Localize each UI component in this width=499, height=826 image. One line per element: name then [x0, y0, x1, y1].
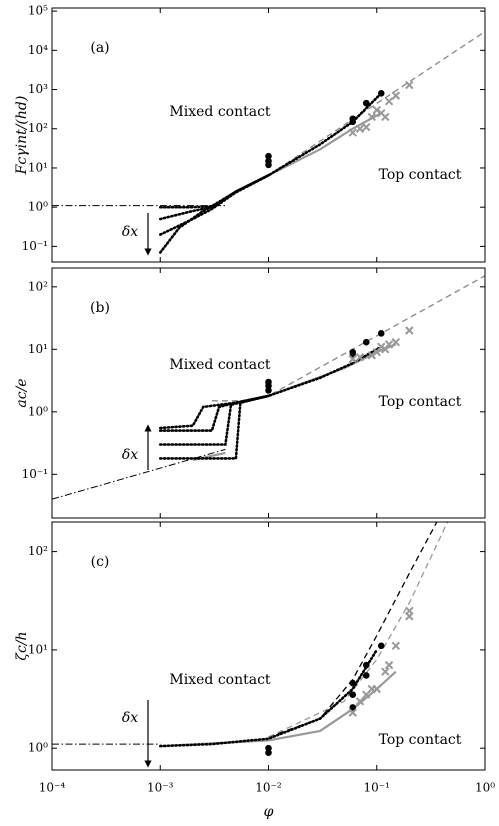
annotation: Top contact	[379, 732, 462, 748]
dot-marker	[362, 338, 370, 346]
y-tick-label: 10⁻¹	[22, 239, 48, 253]
line-dotted	[159, 174, 270, 221]
panel-label: (c)	[91, 554, 110, 570]
y-tick-label: 10²	[28, 544, 48, 558]
annotation: δx	[122, 710, 138, 726]
plot-area	[52, 275, 485, 500]
y-tick-label: 10⁻¹	[22, 467, 48, 481]
y-tick-label: 10⁵	[28, 4, 48, 18]
dot-marker	[349, 679, 357, 687]
dot-marker	[377, 330, 385, 337]
dot-marker	[265, 744, 272, 752]
axes-frame	[51, 521, 486, 771]
annotation: Mixed contact	[169, 104, 271, 120]
y-tick-label: 10⁰	[28, 404, 48, 418]
cross-marker	[362, 122, 371, 132]
cross-marker	[381, 667, 390, 676]
line-dashdot	[52, 448, 226, 500]
cross-marker	[391, 337, 401, 347]
annotation: Mixed contact	[169, 672, 271, 688]
panel: 10⁻¹ 10⁰ 10¹ 10² 10³ 10⁴ 10⁵ (a) Fcγint/(hd) Mixe…	[14, 4, 486, 263]
line-dashed	[268, 522, 438, 738]
panel: 10⁻⁴ 10⁻³ 10⁻² 10⁻¹ 10⁰ 10⁰ 10¹ 10² (c) ζc/h φ Mixe…	[14, 521, 495, 820]
y-tick-label: 10⁰	[28, 741, 48, 755]
line-dotted	[159, 394, 270, 460]
y-tick-label: 10²	[28, 121, 48, 135]
axes-frame	[51, 7, 486, 263]
dot-marker	[377, 90, 385, 97]
annotation: δx	[122, 224, 138, 240]
cross-marker	[384, 97, 394, 106]
line-dashed	[268, 522, 449, 738]
dot-marker	[265, 382, 272, 390]
line-dotted	[159, 648, 379, 748]
cross-marker	[348, 708, 357, 717]
cross-marker	[405, 80, 414, 90]
dot-marker	[349, 118, 357, 126]
y-axis-label: ac/e	[14, 378, 30, 407]
axes-frame	[51, 267, 486, 519]
annotation: Top contact	[379, 394, 462, 410]
cross-marker	[348, 128, 357, 137]
panel: 10⁻¹ 10⁰ 10¹ 10² (b) ac/e Mixed contact Top con…	[14, 267, 486, 519]
x-tick-label: 10⁰	[475, 781, 495, 795]
cross-marker	[391, 91, 401, 100]
dot-marker	[265, 152, 272, 160]
cross-marker	[391, 641, 401, 651]
x-tick-label: 10⁻⁴	[39, 781, 66, 795]
y-tick-label: 10¹	[28, 642, 48, 656]
y-tick-label: 10¹	[28, 342, 48, 356]
cross-marker	[381, 112, 390, 122]
cross-marker	[355, 352, 365, 362]
line-dashed	[268, 31, 485, 176]
panel-label: (a)	[90, 40, 109, 56]
dot-marker	[362, 99, 370, 107]
line-solid	[268, 112, 382, 177]
cross-marker	[405, 612, 414, 621]
panel-label: (b)	[90, 300, 110, 316]
cross-marker	[405, 326, 414, 335]
annotation: δx	[122, 447, 138, 463]
y-tick-label: 10⁴	[28, 43, 48, 57]
dot-marker	[362, 661, 370, 669]
cross-marker	[377, 342, 386, 351]
y-axis-label: ζc/h	[14, 631, 30, 660]
dot-marker	[377, 642, 385, 650]
line-dashed	[211, 275, 485, 402]
y-tick-label: 10¹	[28, 160, 48, 174]
cross-marker	[372, 684, 381, 694]
dot-marker	[349, 704, 357, 711]
cross-marker	[355, 124, 365, 133]
cross-marker	[384, 660, 394, 670]
y-tick-label: 10²	[28, 279, 48, 293]
plot-area	[52, 31, 485, 254]
y-axis-label: Fcγint/(hd)	[14, 96, 30, 176]
dot-marker	[265, 161, 272, 169]
annotation: Top contact	[379, 167, 462, 183]
cross-marker	[367, 112, 377, 122]
x-tick-label: 10⁻³	[147, 781, 174, 795]
dot-marker	[362, 672, 370, 679]
y-tick-label: 10⁰	[28, 200, 48, 214]
cross-marker	[348, 354, 357, 364]
x-axis-label: φ	[264, 804, 274, 820]
plot-area	[52, 522, 449, 756]
line-dotted	[159, 174, 270, 254]
y-tick-label: 10³	[28, 82, 48, 96]
annotation: Mixed contact	[169, 357, 271, 373]
dot-marker	[265, 387, 272, 394]
dot-marker	[349, 691, 357, 699]
x-tick-label: 10⁻¹	[364, 781, 390, 795]
cross-marker	[355, 697, 365, 706]
cross-marker	[384, 340, 394, 349]
x-tick-label: 10⁻²	[255, 781, 282, 795]
cross-marker	[367, 351, 377, 360]
